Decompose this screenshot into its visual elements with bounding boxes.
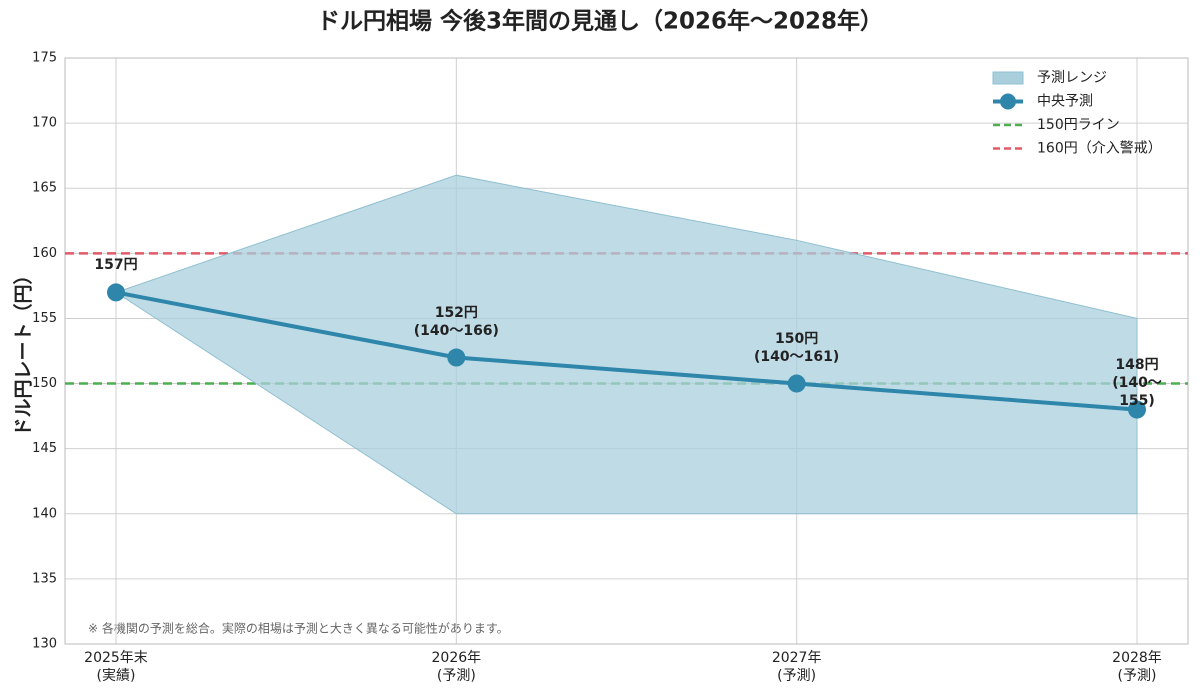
y-tick-label: 135 [32, 571, 57, 586]
legend-label: 150円ライン [1037, 117, 1120, 133]
x-tick-label: 2027年 (予測) [771, 650, 822, 684]
legend-label: 160円（介入警戒） [1037, 141, 1162, 157]
value-label: 148円 (140〜155) [1112, 356, 1162, 409]
x-tick-label: 2026年 (予測) [431, 650, 482, 684]
point [107, 283, 125, 302]
value-label: 152円 (140〜166) [413, 304, 499, 339]
legend-label: 予測レンジ [1037, 70, 1107, 86]
y-tick-label: 160 [32, 246, 57, 261]
x-tick-label: 2025年末 (実績) [84, 650, 148, 684]
y-tick-label: 165 [32, 181, 57, 196]
legend-label: 中央予測 [1037, 94, 1093, 110]
y-tick-label: 150 [32, 376, 57, 391]
y-tick-label: 140 [32, 506, 57, 521]
point [1128, 400, 1146, 419]
y-tick-label: 155 [32, 311, 57, 326]
chart-title: ドル円相場 今後3年間の見通し（2026年〜2028年） [317, 8, 883, 35]
forecast-range [114, 174, 1138, 515]
plot-frame [64, 57, 1189, 645]
y-tick-label: 130 [32, 637, 57, 652]
y-tick-label: 170 [32, 116, 57, 131]
y-tick-label: 145 [32, 441, 57, 456]
legend-swatch [992, 71, 1024, 85]
value-label: 157円 [94, 257, 138, 274]
note: ※ 各機関の予測を総合。実際の相場は予測と大きく異なる可能性があります。 [88, 621, 509, 636]
line [115, 290, 1138, 412]
point [787, 374, 806, 393]
legend-swatch [1000, 93, 1016, 110]
value-label: 150円 (140〜161) [754, 330, 840, 365]
y-axis-label: ドル円レート（円） [12, 265, 35, 436]
y-tick-label: 175 [32, 51, 57, 66]
point [447, 348, 466, 367]
x-tick-label: 2028年 (予測) [1112, 650, 1162, 684]
